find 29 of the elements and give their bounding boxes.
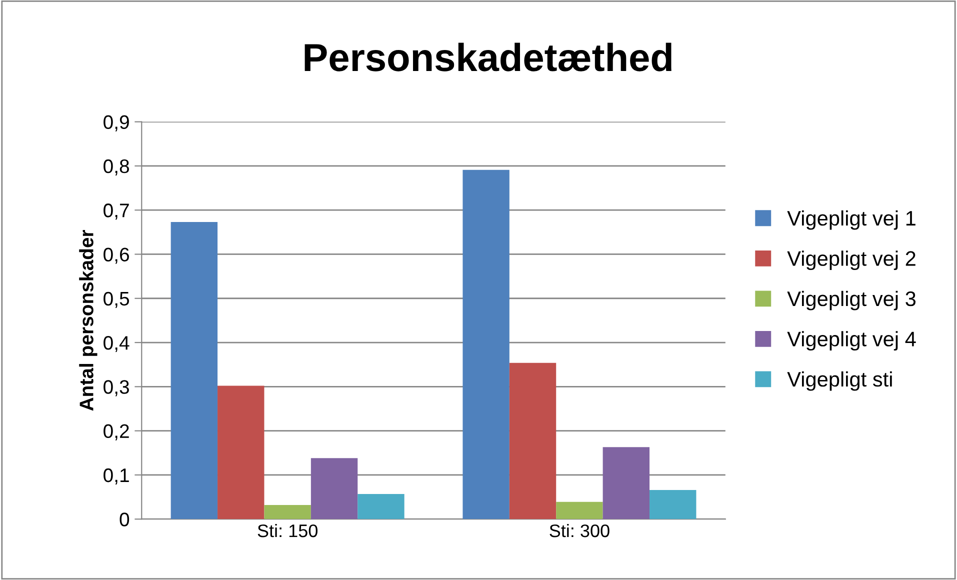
- bar: [218, 386, 264, 520]
- y-axis-title: Antal personskader: [79, 230, 98, 411]
- legend-label: Vigepligt vej 2: [787, 250, 916, 270]
- bar: [556, 502, 603, 520]
- y-tick-label: 0,4: [104, 336, 130, 352]
- y-tick-label: 0,3: [104, 380, 129, 396]
- legend-label: Vigepligt vej 4: [787, 331, 916, 351]
- bar: [264, 504, 311, 520]
- bar: [462, 170, 510, 520]
- legend-label: Vigepligt sti: [787, 371, 892, 391]
- y-tick-label: 0,9: [104, 115, 129, 132]
- bar: [650, 490, 696, 520]
- y-tick-label: 0: [120, 512, 130, 526]
- y-tick-label: 0,1: [104, 468, 129, 484]
- legend-label: Vigepligt vej 3: [787, 290, 916, 310]
- y-tick-label: 0,6: [104, 248, 129, 264]
- bar: [602, 447, 650, 520]
- bar: [358, 494, 404, 520]
- y-tick-label: 0,7: [104, 204, 129, 220]
- chart-title: Personskadetæthed: [304, 42, 672, 72]
- bar: [170, 222, 218, 520]
- legend-label: Vigepligt vej 1: [787, 210, 916, 230]
- y-tick-label: 0,2: [104, 424, 129, 440]
- x-tick-label: Sti: 150: [258, 524, 318, 538]
- y-tick-label: 0,8: [104, 159, 129, 176]
- bar: [509, 362, 556, 520]
- y-tick-label: 0,5: [104, 292, 130, 308]
- x-tick-label: Sti: 300: [550, 524, 610, 538]
- bar: [310, 458, 358, 520]
